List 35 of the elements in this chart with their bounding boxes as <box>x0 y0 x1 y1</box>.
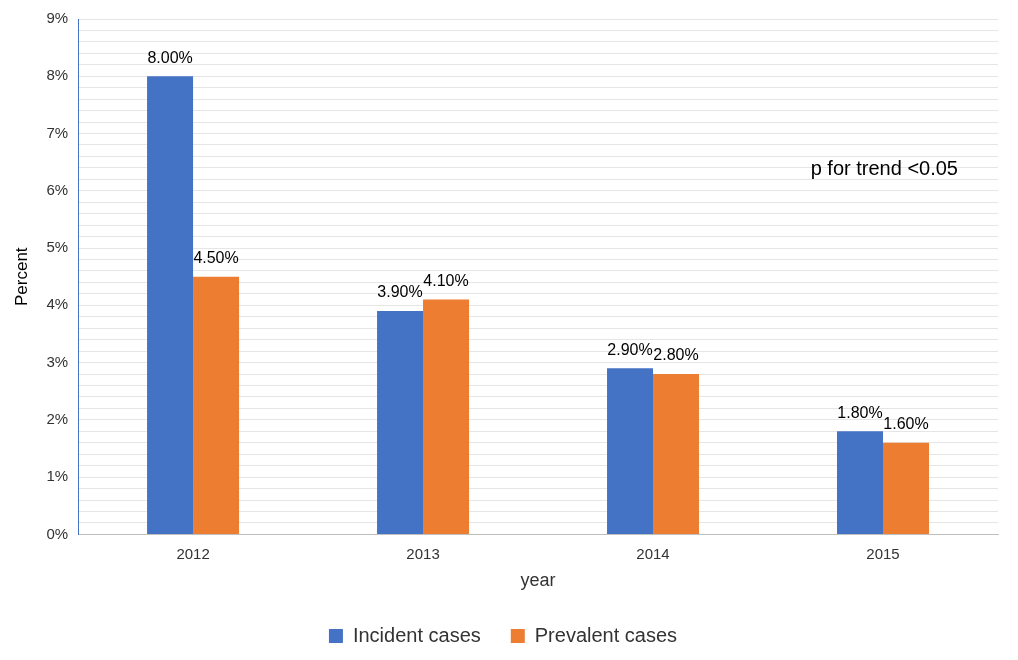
bar <box>377 311 424 534</box>
bar <box>423 299 470 534</box>
x-tick-label: 2013 <box>406 544 440 562</box>
data-label: 2.80% <box>653 346 699 364</box>
y-tick-label: 8% <box>46 66 69 84</box>
data-label: 1.80% <box>837 403 883 421</box>
x-tick-label: 2012 <box>176 544 210 562</box>
y-tick-label: 3% <box>46 352 69 370</box>
data-label: 3.90% <box>377 283 423 301</box>
data-label: 4.10% <box>423 272 469 290</box>
y-tick-label: 4% <box>46 295 69 313</box>
y-tick-label: 7% <box>46 123 69 141</box>
x-axis-title: year <box>520 570 556 591</box>
y-tick-label: 0% <box>46 524 69 542</box>
legend-label: Incident cases <box>352 623 481 646</box>
bar <box>193 276 240 534</box>
bar <box>653 374 700 534</box>
x-tick-label: 2014 <box>636 544 670 562</box>
y-tick-label: 6% <box>46 180 69 198</box>
bar <box>837 431 884 534</box>
y-tick-label: 5% <box>46 238 69 256</box>
bar <box>607 368 654 534</box>
y-tick-label: 2% <box>46 410 69 428</box>
annotation: p for trend <0.05 <box>810 156 958 179</box>
x-tick-label: 2015 <box>866 544 900 562</box>
y-tick-label: 1% <box>46 467 69 485</box>
data-label: 8.00% <box>147 48 193 66</box>
y-axis-title: Percent <box>11 247 31 306</box>
data-label: 4.50% <box>193 249 239 267</box>
bar <box>883 442 930 534</box>
bar <box>147 76 194 534</box>
data-label: 2.90% <box>607 340 653 358</box>
y-tick-label: 9% <box>46 9 69 27</box>
data-label: 1.60% <box>883 415 929 433</box>
legend-label: Prevalent cases <box>534 623 678 646</box>
